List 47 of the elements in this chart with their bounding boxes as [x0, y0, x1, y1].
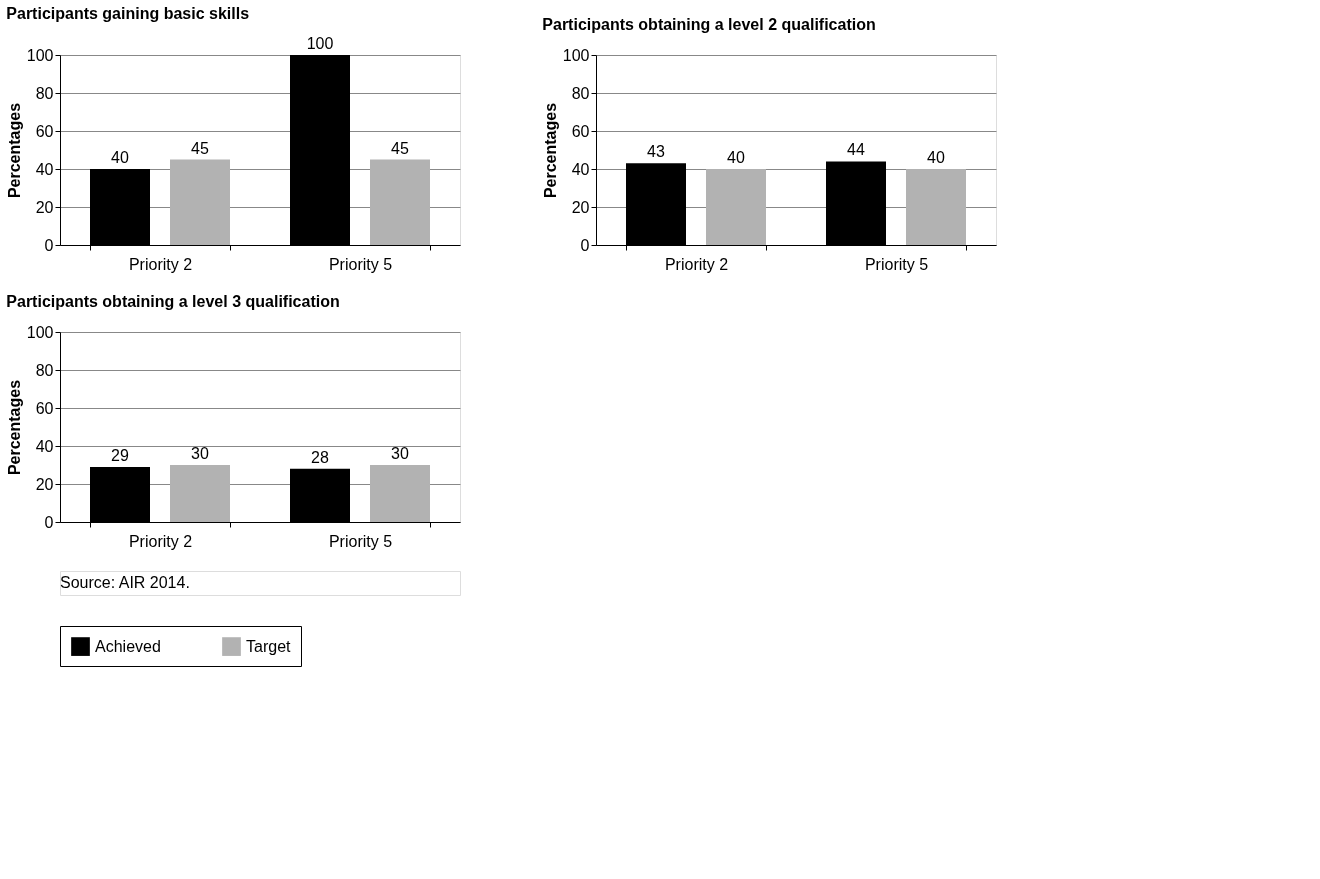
x-tick-label: Priority 5: [864, 255, 929, 273]
x-tick-label: Priority 2: [664, 255, 729, 273]
legend-label: Achieved: [95, 637, 161, 655]
data-label: 45: [391, 139, 409, 157]
y-tick-label: 0: [580, 236, 590, 254]
y-tick-label: 80: [35, 361, 54, 379]
y-axis-title: Percentages: [5, 379, 23, 476]
y-tick-label: 100: [26, 323, 54, 341]
source-note: Source: AIR 2014.: [60, 574, 190, 591]
y-tick-label: 40: [571, 160, 590, 178]
bar: [370, 159, 430, 245]
data-label: 40: [111, 149, 129, 166]
y-tick-label: 20: [35, 475, 54, 493]
x-tick-label: Priority 5: [328, 255, 393, 273]
y-tick-label: 100: [562, 46, 590, 64]
chart-title: Participants obtaining a level 3 qualification: [6, 293, 340, 310]
y-tick-label: 0: [44, 513, 54, 531]
y-tick-label: 20: [35, 198, 54, 216]
y-tick-label: 80: [571, 84, 590, 102]
bar: [170, 159, 230, 245]
y-tick-label: 60: [571, 122, 590, 140]
y-tick-label: 80: [35, 84, 54, 102]
data-label: 45: [191, 139, 209, 157]
data-label: 100: [306, 35, 334, 52]
x-tick-label: Priority 5: [328, 532, 393, 550]
chart-title: Participants gaining basic skills: [6, 5, 250, 22]
y-tick-label: 20: [571, 198, 590, 216]
y-tick-label: 0: [44, 236, 54, 254]
y-tick-label: 60: [35, 122, 54, 140]
y-tick-label: 40: [35, 160, 54, 178]
data-label: 30: [391, 445, 409, 462]
x-tick-label: Priority 2: [128, 255, 193, 273]
data-label: 28: [311, 448, 329, 466]
data-label: 30: [191, 445, 209, 462]
y-tick-label: 40: [35, 437, 54, 455]
data-label: 40: [927, 149, 945, 166]
y-tick-label: 100: [26, 46, 54, 64]
y-axis-title: Percentages: [5, 102, 23, 199]
data-label: 44: [847, 141, 865, 159]
chart-title: Participants obtaining a level 2 qualification: [542, 16, 876, 33]
y-axis-title: Percentages: [541, 102, 559, 199]
y-tick-label: 60: [35, 399, 54, 417]
data-label: 43: [647, 143, 665, 161]
x-tick-label: Priority 2: [128, 532, 193, 550]
legend-label: Target: [246, 637, 292, 655]
data-label: 29: [111, 446, 129, 464]
data-label: 40: [727, 149, 745, 166]
